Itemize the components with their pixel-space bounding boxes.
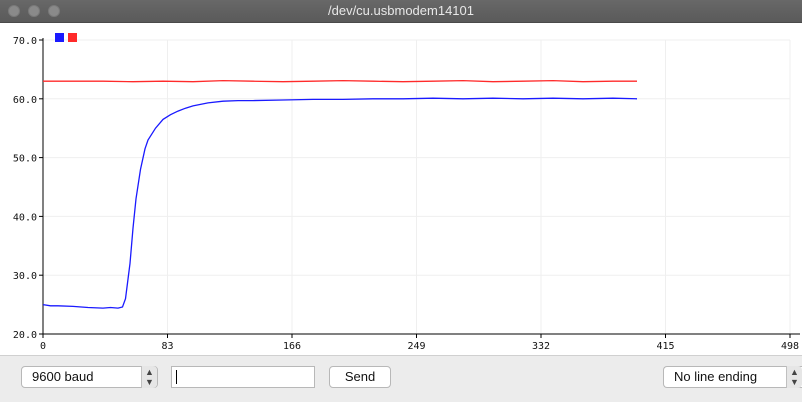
line-ending-select[interactable]: No line ending ▲ ▼	[663, 366, 802, 388]
series-line-1	[42, 97, 638, 309]
close-icon[interactable]	[8, 5, 20, 17]
y-tick-label: 40.0	[13, 212, 37, 223]
y-tick-label: 60.0	[13, 95, 37, 106]
window-title: /dev/cu.usbmodem14101	[328, 3, 474, 18]
minimize-icon[interactable]	[28, 5, 40, 17]
series-line-2	[43, 79, 637, 83]
line-chart: 20.0 30.0 40.0 50.0 60.0 70.0 0 83 166 249 332 415 4…	[13, 33, 800, 352]
line-ending-value: No line ending	[674, 369, 758, 384]
title-bar[interactable]: /dev/cu.usbmodem14101	[0, 0, 802, 23]
baud-rate-value: 9600 baud	[32, 369, 94, 384]
serial-input-field[interactable]	[171, 366, 315, 388]
y-tick-label: 70.0	[13, 36, 37, 47]
baud-rate-select[interactable]: 9600 baud ▲ ▼	[21, 366, 158, 388]
zoom-icon[interactable]	[48, 5, 60, 17]
y-tick-label: 50.0	[13, 154, 37, 165]
send-button[interactable]: Send	[329, 366, 391, 388]
updown-arrow-icon: ▲ ▼	[141, 366, 157, 388]
x-tick-label: 332	[532, 341, 550, 352]
bottom-toolbar: 9600 baud ▲ ▼ Send No line ending ▲ ▼	[0, 355, 802, 402]
y-tick-label: 30.0	[13, 271, 37, 282]
x-tick-label: 166	[283, 341, 301, 352]
updown-arrow-icon: ▲ ▼	[786, 366, 802, 388]
legend-swatch-1	[55, 33, 64, 42]
legend-swatch-2	[68, 33, 77, 42]
x-tick-label: 0	[40, 341, 46, 352]
text-caret	[176, 370, 177, 384]
x-tick-label: 83	[161, 341, 173, 352]
y-tick-label: 20.0	[13, 330, 37, 341]
plot-area: 20.0 30.0 40.0 50.0 60.0 70.0 0 83 166 249 332 415 4…	[0, 23, 802, 355]
x-tick-label: 415	[656, 341, 674, 352]
x-tick-label: 498	[781, 341, 799, 352]
x-tick-label: 249	[407, 341, 425, 352]
